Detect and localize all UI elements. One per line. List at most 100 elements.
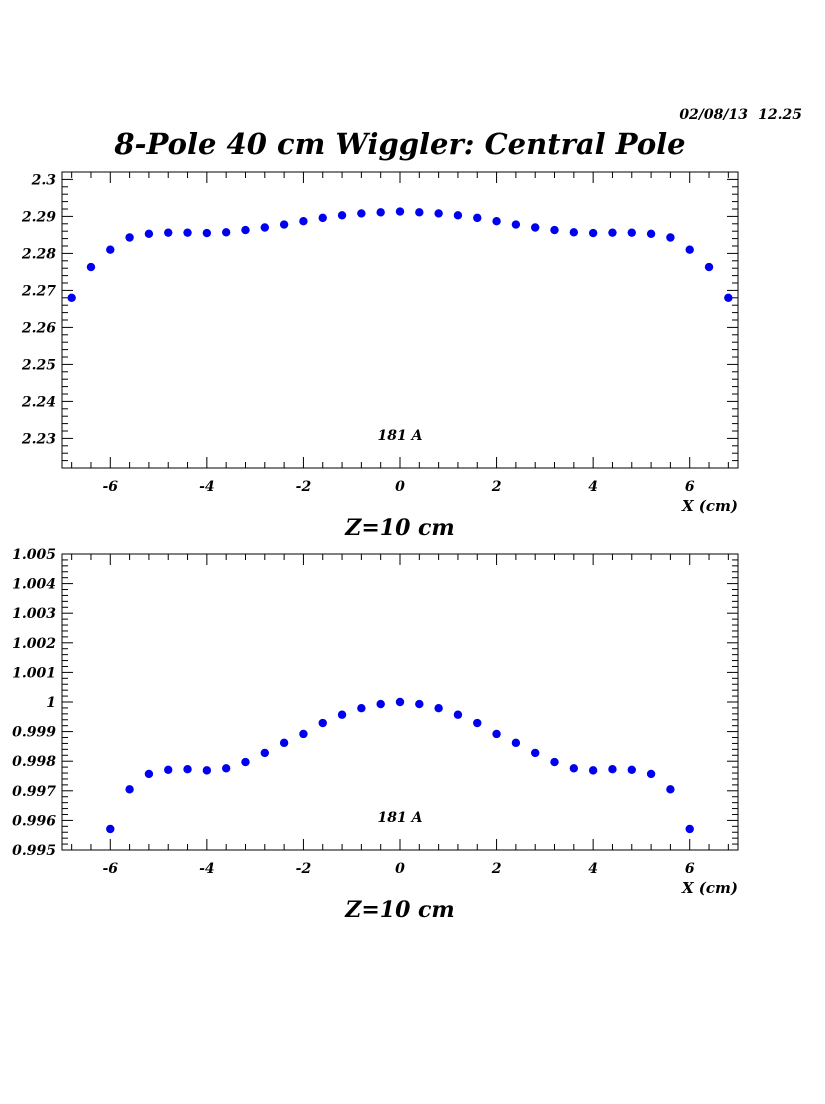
chart-0-data-point (164, 228, 173, 237)
chart-0-data-point (106, 245, 115, 254)
chart-1-data-point (241, 757, 250, 767)
chart-0-x-tick-label: 4 (588, 479, 598, 495)
chart-1-data-point (337, 710, 347, 719)
chart-0-data-point (241, 225, 250, 235)
chart-0-y-tick-label: 2.28 (21, 246, 56, 262)
chart-0-y-tick-label: 2.23 (21, 431, 56, 447)
chart-1-data-point (221, 764, 231, 773)
chart-1-data-point (164, 765, 173, 774)
chart-1-annotation: 181 A (378, 810, 423, 826)
chart-1-data-point (357, 704, 366, 713)
chart-1-data-point (588, 766, 598, 775)
chart-1-y-tick-label: 0.995 (12, 843, 56, 859)
chart-1-x-tick-label: 0 (395, 861, 405, 877)
chart-0-data-point (473, 213, 482, 223)
chart-1-data-point (646, 769, 656, 779)
chart-0-data-point (221, 228, 231, 237)
chart-0-data-point (299, 217, 308, 226)
chart-0-data-point (453, 211, 463, 220)
chart-1-x-tick-label: 2 (491, 861, 502, 877)
bottom-plot: -6 -4 -2 0 2 4 6 0.995 0.996 0.997 0.998 0.999 1 1.00… (12, 547, 739, 923)
chart-0-x-tick-label: 6 (685, 479, 695, 495)
time-stamp: 12.25 (758, 107, 802, 123)
chart-1-data-point (511, 738, 521, 748)
chart-1-data-point (376, 699, 385, 709)
chart-0-data-point (704, 262, 714, 272)
chart-1-y-tick-label: 1.005 (12, 547, 56, 563)
chart-0-data-point (492, 217, 501, 226)
chart-1-y-tick-label: 0.996 (12, 813, 56, 829)
chart-0-data-point (86, 262, 96, 272)
chart-0-x-axis-title: X (cm) (681, 497, 738, 515)
chart-0-x-tick-label: 0 (395, 479, 405, 495)
chart-1-x-axis-title: X (cm) (681, 879, 738, 897)
chart-1-x-tick-label: 4 (588, 861, 598, 877)
chart-0-data-point (627, 228, 636, 237)
chart-1-data-point (202, 766, 212, 775)
chart-0-data-point (724, 293, 733, 302)
chart-0-x-tick-label: -2 (296, 479, 312, 495)
chart-1-data-point (666, 785, 675, 794)
chart-0-data-point (646, 229, 656, 238)
chart-0-x-tick-label: -4 (199, 479, 215, 495)
chart-1-data-point (260, 748, 269, 758)
chart-1-y-tick-label: 1.001 (12, 665, 56, 681)
chart-0-data-point (531, 223, 540, 232)
chart-0-y-tick-label: 2.24 (21, 394, 56, 410)
chart-1-data-point (183, 764, 192, 774)
chart-0-subtitle: Z=10 cm (344, 515, 454, 541)
chart-1-data-point (299, 729, 308, 739)
chart-0-data-point (67, 293, 76, 302)
chart-1-y-tick-label: 1 (46, 695, 56, 711)
chart-1-data-point (608, 764, 617, 774)
chart-1-data-point (318, 718, 327, 728)
chart-0-data-point (415, 208, 424, 217)
date-stamp: 02/08/13 (679, 107, 748, 123)
chart-1-data-point (453, 710, 463, 719)
chart-1-data-point (395, 697, 405, 707)
top-plot: -6 -4 -2 0 2 4 6 2.23 2.24 2.25 2.26 2.27 2.28 2.29 2.… (21, 171, 739, 541)
chart-0-data-point (279, 220, 289, 229)
chart-0-x-tick-label: -6 (103, 479, 119, 495)
chart-1-x-tick-label: -6 (103, 861, 119, 877)
chart-0-y-tick-label: 2.3 (31, 172, 57, 188)
chart-1-data-point (279, 738, 289, 748)
chart-1-y-tick-label: 1.004 (12, 577, 56, 593)
chart-0-data-point (550, 225, 559, 235)
chart-0-data-point (608, 228, 617, 237)
chart-1-y-tick-label: 0.999 (12, 725, 56, 741)
chart-0-data-point (337, 211, 347, 220)
chart-0-data-point (376, 208, 385, 217)
chart-1-data-point (434, 704, 443, 713)
chart-1-y-tick-label: 0.997 (12, 784, 56, 800)
chart-1-x-tick-label: -4 (199, 861, 215, 877)
chart-0-data-point (260, 223, 269, 232)
chart-0-frame (61, 171, 739, 469)
chart-0-data-point (511, 220, 521, 229)
chart-0-data-point (318, 213, 327, 223)
chart-1-data-point (531, 748, 540, 758)
chart-1-y-tick-label: 1.002 (12, 636, 56, 652)
chart-1-x-tick-label: -2 (296, 861, 312, 877)
chart-1-data-point (144, 769, 154, 779)
chart-0-data-point (666, 233, 675, 242)
chart-0-x-tick-label: 2 (491, 479, 502, 495)
chart-0-y-tick-label: 2.27 (21, 283, 56, 299)
chart-1-data-point (415, 699, 424, 709)
chart-0-y-tick-label: 2.29 (21, 209, 56, 225)
chart-0-data-point (357, 209, 366, 218)
chart-1-data-point (569, 764, 579, 773)
chart-1-x-tick-label: 6 (685, 861, 695, 877)
chart-1-data-point (492, 729, 501, 739)
chart-0-data-point (183, 228, 192, 237)
chart-1-data-point (627, 765, 636, 774)
chart-1-data-point (125, 785, 134, 794)
chart-0-data-point (144, 229, 154, 238)
chart-1-y-tick-label: 1.003 (12, 606, 56, 622)
chart-0-data-point (125, 233, 134, 242)
chart-1-data-point (473, 718, 482, 728)
chart-0-y-tick-label: 2.25 (21, 357, 56, 373)
chart-0-y-tick-label: 2.26 (21, 320, 56, 336)
